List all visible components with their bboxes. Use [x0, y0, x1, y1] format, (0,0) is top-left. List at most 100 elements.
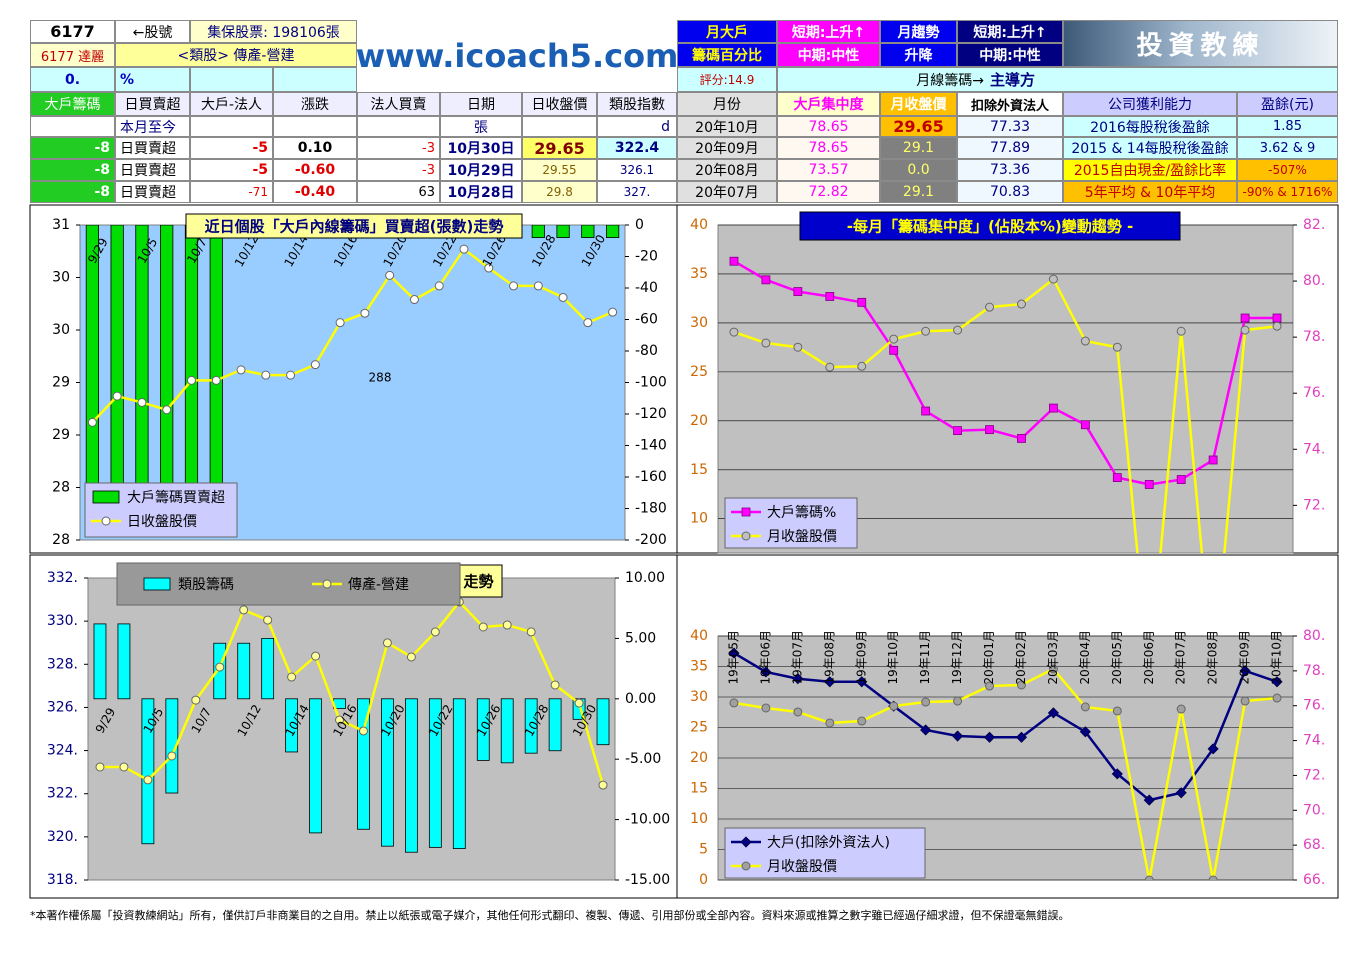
- point-marker: [1080, 702, 1090, 712]
- plot-marks: [729, 256, 1282, 553]
- y-tick-label: 30: [690, 315, 708, 331]
- bar: [357, 698, 370, 830]
- point-marker: [1016, 680, 1026, 690]
- table-cell: 63: [357, 181, 440, 203]
- y2-tick-label: 70.: [1303, 802, 1325, 818]
- y-tick-label: 40: [690, 217, 708, 233]
- blank-cell: [522, 116, 597, 137]
- column-header: 月份: [677, 92, 777, 116]
- x-tick-label: 20年04月: [1078, 630, 1092, 685]
- blank-cell: [357, 116, 440, 137]
- table-cell: 2016每股稅後盈餘: [1063, 116, 1237, 137]
- y-tick-label: 322.: [47, 786, 78, 802]
- y-tick-label: 28: [52, 480, 70, 496]
- y2-tick-label: -160: [635, 469, 667, 485]
- point-marker: [983, 731, 996, 743]
- table-cell: 2015自由現金/盈餘比率: [1063, 159, 1237, 181]
- point-marker: [311, 651, 321, 661]
- y-tick-label: 25: [690, 364, 708, 380]
- point-marker: [550, 680, 560, 690]
- table-cell: 20年10月: [677, 116, 777, 137]
- bar: [160, 225, 174, 509]
- y2-tick-label: 82.: [1303, 217, 1325, 233]
- point-marker: [985, 681, 995, 691]
- y-tick-label: 318.: [47, 872, 78, 888]
- point-marker: [167, 751, 177, 761]
- y2-tick-label: 74.: [1303, 733, 1325, 749]
- point-marker: [1111, 768, 1123, 780]
- score: 評分:14.9: [677, 67, 777, 92]
- bar: [452, 698, 466, 849]
- blank-cell: [190, 116, 273, 137]
- point-marker: [119, 762, 129, 772]
- x-tick-label: 20年03月: [1046, 630, 1060, 685]
- table-cell: 0.10: [273, 137, 357, 159]
- x-tick-label: 20年09月: [1238, 630, 1252, 685]
- y-tick-label: 10: [690, 811, 708, 827]
- big-holder-label: 月大戶: [677, 20, 777, 43]
- table-cell: 日買賣超: [115, 137, 190, 159]
- point-marker: [856, 676, 868, 688]
- point-marker: [101, 516, 111, 526]
- point-marker: [382, 638, 392, 648]
- table-cell: 2015 & 14每股稅後盈餘: [1063, 137, 1237, 159]
- monthly-trend-label: 月趨勢: [880, 20, 957, 43]
- bar: [524, 698, 538, 754]
- point-marker: [261, 370, 271, 380]
- point-marker: [286, 370, 296, 380]
- point-marker: [1079, 726, 1091, 738]
- bar: [209, 225, 223, 509]
- blank-cell: [190, 67, 273, 92]
- logo: 投資教練: [1063, 20, 1338, 67]
- column-header: 扣除外資法人: [957, 92, 1063, 116]
- point-marker: [921, 406, 931, 416]
- y2-tick-label: 5.00: [625, 630, 656, 646]
- y-tick-label: 40: [690, 628, 708, 644]
- bar: [165, 698, 179, 794]
- point-marker: [729, 256, 739, 266]
- y-tick-label: 30: [52, 322, 70, 338]
- column-header: 日期: [440, 92, 522, 116]
- table-cell: 10月30日: [440, 137, 522, 159]
- legend-swatch: [92, 490, 120, 504]
- point-marker: [761, 703, 771, 713]
- column-header: 法人買賣: [357, 92, 440, 116]
- point-marker: [409, 295, 419, 305]
- table-cell: 326.1: [597, 159, 677, 181]
- point-marker: [87, 417, 97, 427]
- table-cell: -507%: [1237, 159, 1338, 181]
- table-cell: 29.1: [880, 137, 957, 159]
- column-header: 公司獲利能力: [1063, 92, 1237, 116]
- y2-tick-label: 78.: [1303, 329, 1325, 345]
- point-marker: [263, 615, 273, 625]
- point-marker: [1272, 693, 1282, 703]
- point-marker: [191, 695, 201, 705]
- table-cell: 73.36: [957, 159, 1063, 181]
- line: [733, 260, 1278, 486]
- point-marker: [889, 701, 899, 711]
- title-box: [185, 213, 523, 239]
- big-holder-trend: 中期:中性: [777, 43, 880, 67]
- point-marker: [740, 836, 752, 848]
- point-marker: [1176, 704, 1186, 714]
- point-marker: [112, 391, 122, 401]
- table-cell: 29.1: [880, 181, 957, 203]
- y2-tick-label: 0: [635, 217, 644, 233]
- point-marker: [761, 338, 771, 348]
- legend-label: 大戶(扣除外資法人): [767, 835, 890, 851]
- point-marker: [953, 696, 963, 706]
- y2-tick-label: 68.: [1303, 837, 1325, 853]
- table-cell: -0.60: [273, 159, 357, 181]
- x-tick-label: 19年10月: [886, 630, 900, 685]
- stock-code: 6177: [30, 20, 115, 43]
- blank-cell: [273, 67, 357, 92]
- subheader: d: [597, 116, 677, 137]
- point-marker: [1112, 473, 1122, 483]
- table-cell: 日買賣超: [115, 181, 190, 203]
- y-tick-label: 332.: [47, 570, 78, 586]
- table-cell: -5: [190, 159, 273, 181]
- legend-label: 月收盤股價: [767, 858, 837, 875]
- y-tick-label: 29: [52, 375, 70, 391]
- point-marker: [729, 698, 739, 708]
- bar: [93, 623, 107, 700]
